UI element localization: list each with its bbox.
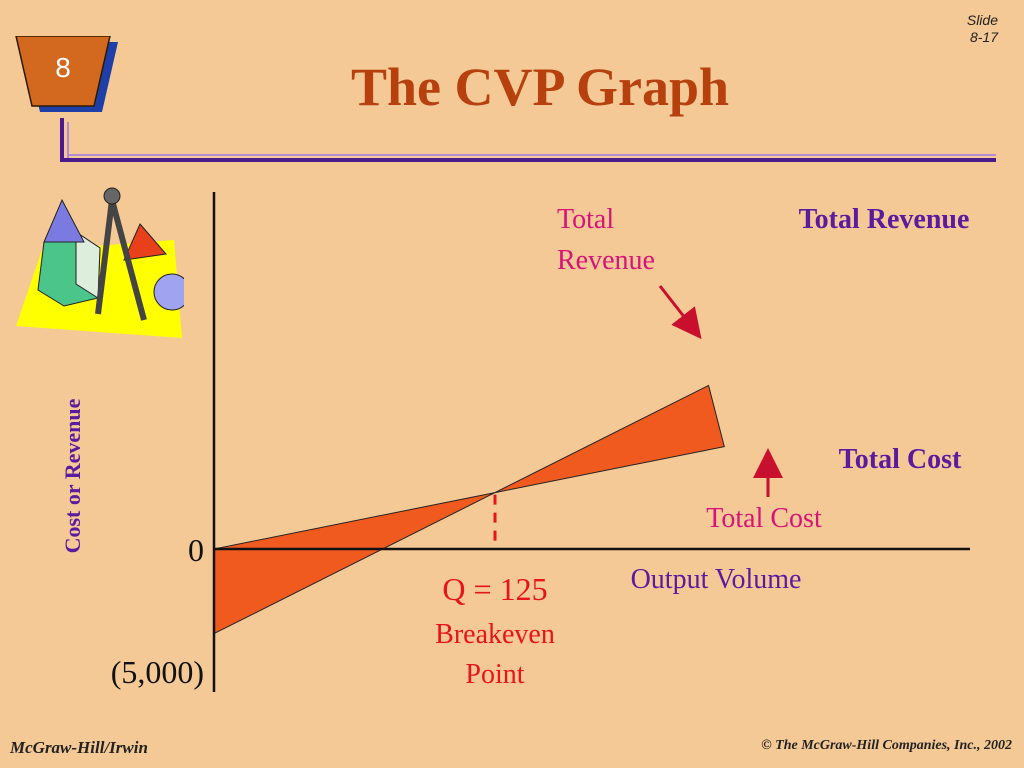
footer-publisher: McGraw-Hill/Irwin [10,738,148,757]
geometry-clipart-icon [16,187,184,338]
y-tick-label: (5,000) [111,654,204,690]
slide-number: Slide 8-17 [967,12,998,46]
total-revenue-callout: Total Revenue [557,204,655,276]
slide-label: Slide [966,12,998,28]
header-rule [60,118,996,162]
total-cost-callout: Total Cost [706,503,822,534]
page-title: The CVP Graph [350,57,730,117]
loss-area [213,492,496,635]
breakeven-point-label: Breakeven Point [435,619,555,690]
total-cost-line-label: Total Cost [839,444,962,475]
total-revenue-arrow [658,285,702,340]
total-revenue-line-label: Total Revenue [799,204,970,235]
chapter-badge [15,36,118,112]
footer-copyright: © The McGraw-Hill Companies, Inc., 2002 [761,738,1012,753]
breakeven-quantity-label: Q = 125 [442,571,547,607]
x-axis-label: Output Volume [631,564,802,595]
chapter-number: 8 [55,52,71,83]
y-tick-label: 0 [188,532,204,568]
slide-index: 8-17 [969,29,998,45]
profit-area [494,384,725,494]
